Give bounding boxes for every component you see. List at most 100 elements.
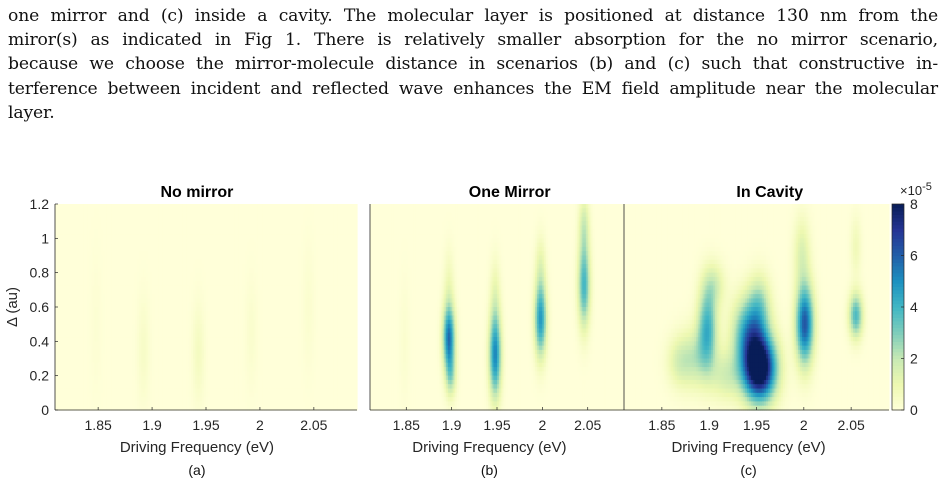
heatmap-cell xyxy=(195,289,198,295)
heatmap-cell xyxy=(55,302,58,308)
heatmap-cell xyxy=(91,204,95,209)
heatmap-cell xyxy=(337,285,341,291)
heatmap-cell xyxy=(108,349,112,355)
heatmap-cell xyxy=(298,229,302,235)
heatmap-cell xyxy=(210,234,214,239)
heatmap-cell xyxy=(313,259,317,265)
heatmap-cell xyxy=(227,242,231,248)
heatmap-cell xyxy=(74,272,78,278)
heatmap-cell xyxy=(61,315,65,321)
heatmap-cell xyxy=(87,225,91,231)
heatmap-cell xyxy=(234,225,237,231)
heatmap-cell xyxy=(229,307,233,312)
heatmap-cell xyxy=(285,238,289,244)
heatmap-cell xyxy=(283,285,287,291)
heatmap-cell xyxy=(130,332,134,338)
heatmap-cell xyxy=(221,259,224,265)
heatmap-cell xyxy=(91,246,95,252)
heatmap-cell xyxy=(266,294,270,300)
heatmap-cell xyxy=(231,208,235,214)
heatmap-cell xyxy=(218,337,222,342)
heatmap-cell xyxy=(249,255,252,261)
heatmap-cell xyxy=(59,289,63,295)
heatmap-cell xyxy=(91,332,95,338)
heatmap-cell xyxy=(320,298,324,304)
heatmap-cell xyxy=(350,294,354,300)
heatmap-cell xyxy=(231,242,235,248)
heatmap-cell xyxy=(156,259,160,265)
heatmap-cell xyxy=(87,311,91,317)
heatmap-cell xyxy=(277,332,280,338)
heatmap-cell xyxy=(119,234,123,239)
heatmap-cell xyxy=(344,242,347,248)
heatmap-cell xyxy=(95,281,99,287)
heatmap-cell xyxy=(167,341,170,347)
heatmap-cell xyxy=(173,238,177,244)
heatmap-cell xyxy=(303,294,306,300)
heatmap-cell xyxy=(83,259,86,265)
heatmap-cell xyxy=(210,272,214,278)
heatmap-cell xyxy=(335,349,339,355)
heatmap-cell xyxy=(93,324,97,330)
heatmap-cell xyxy=(61,302,65,308)
heatmap-cell xyxy=(311,242,315,248)
heatmap-cell xyxy=(59,276,63,282)
heatmap-cell xyxy=(324,349,328,355)
heatmap-cell xyxy=(190,225,194,231)
heatmap-cell xyxy=(234,229,237,235)
heatmap-cell xyxy=(287,264,291,269)
heatmap-cell xyxy=(171,337,175,342)
heatmap-cell xyxy=(128,268,132,274)
heatmap-cell xyxy=(98,212,101,218)
heatmap-cell xyxy=(210,259,214,265)
heatmap-cell xyxy=(277,337,280,342)
heatmap-cell xyxy=(214,255,218,261)
heatmap-cell xyxy=(335,276,339,282)
heatmap-cell xyxy=(61,229,65,235)
heatmap-cell xyxy=(309,251,313,257)
heatmap-cell xyxy=(102,272,106,278)
heatmap-cell xyxy=(143,225,147,231)
heatmap-cell xyxy=(333,328,337,334)
heatmap-cell xyxy=(348,345,352,351)
heatmap-cell xyxy=(328,221,332,227)
heatmap-cell xyxy=(104,251,108,257)
heatmap-cell xyxy=(279,216,283,222)
heatmap-cell xyxy=(346,225,349,231)
heatmap-cell xyxy=(136,298,140,304)
heatmap-cell xyxy=(188,324,192,330)
heatmap-cell xyxy=(328,264,332,269)
heatmap-cell xyxy=(74,294,78,300)
heatmap-cell xyxy=(227,294,231,300)
heatmap-cell xyxy=(216,311,220,317)
heatmap-cell xyxy=(100,337,104,342)
heatmap-cell xyxy=(76,264,80,269)
heatmap-cell xyxy=(311,259,315,265)
heatmap-cell xyxy=(333,246,337,252)
heatmap-cell xyxy=(266,328,270,334)
heatmap-cell xyxy=(119,349,123,355)
heatmap-cell xyxy=(316,259,319,265)
heatmap-cell xyxy=(294,298,298,304)
heatmap-cell xyxy=(165,294,168,300)
heatmap-cell xyxy=(72,307,76,312)
heatmap-cell xyxy=(124,298,127,304)
heatmap-cell xyxy=(180,285,183,291)
heatmap-cell xyxy=(259,216,263,222)
heatmap-cell xyxy=(83,264,86,269)
heatmap-cell xyxy=(283,234,287,239)
heatmap-cell xyxy=(175,255,179,261)
heatmap-cell xyxy=(287,251,291,257)
heatmap-cell xyxy=(154,234,157,239)
heatmap-cell xyxy=(208,307,211,312)
heatmap-cell xyxy=(290,302,293,308)
heatmap-cell xyxy=(139,294,142,300)
heatmap-cell xyxy=(238,324,242,330)
heatmap-cell xyxy=(147,354,151,360)
heatmap-cell xyxy=(350,272,354,278)
heatmap-cell xyxy=(341,212,345,218)
heatmap-cell xyxy=(242,238,246,244)
heatmap-cell xyxy=(100,255,104,261)
heatmap-cell xyxy=(244,208,248,214)
heatmap-cell xyxy=(78,349,82,355)
